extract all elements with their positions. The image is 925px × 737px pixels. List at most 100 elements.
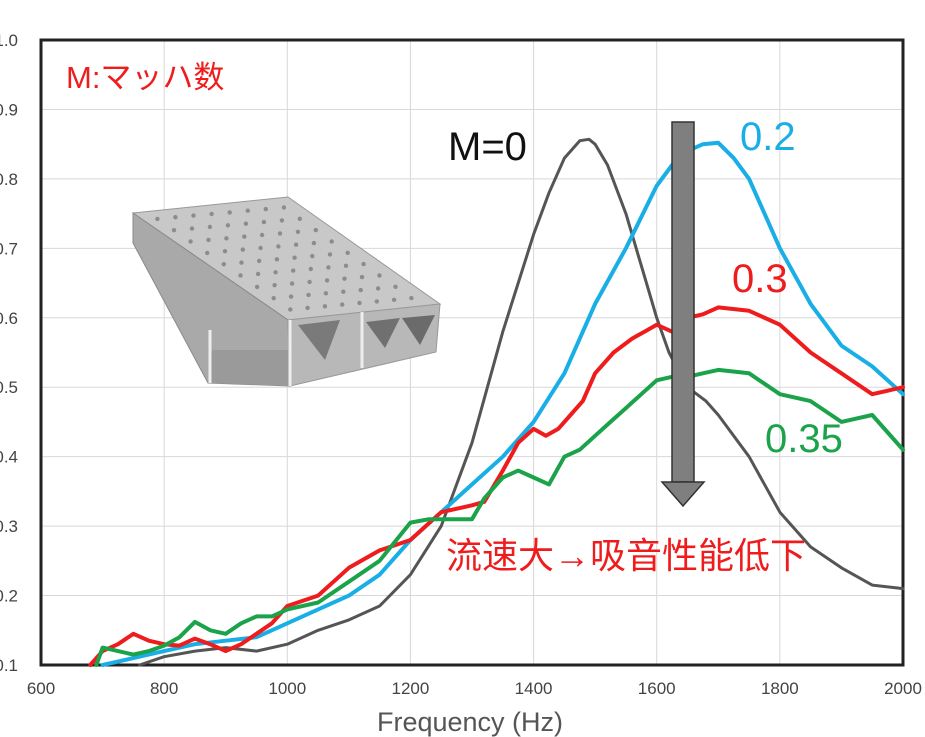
perforation-hole <box>224 236 229 241</box>
y-tick-label: 0.9 <box>0 100 18 119</box>
perforation-hole <box>274 257 280 262</box>
perforation-hole <box>293 242 299 247</box>
x-tick-label: 2000 <box>884 679 922 698</box>
perforation-hole <box>306 292 311 298</box>
y-tick-label: 0.2 <box>0 587 18 606</box>
perforation-hole <box>271 296 276 301</box>
perforation-hole <box>279 218 285 223</box>
x-tick-label: 1200 <box>392 679 430 698</box>
perforation-hole <box>297 216 302 221</box>
perforation-hole <box>341 289 346 294</box>
perforation-hole <box>342 276 347 281</box>
perforation-hole <box>327 252 333 257</box>
y-tick-label: 0.1 <box>0 656 18 675</box>
perforation-hole <box>281 205 287 210</box>
perforation-hole <box>206 237 211 243</box>
perforation-hole <box>313 227 318 233</box>
perforation-hole <box>311 240 317 246</box>
perforation-hole <box>329 239 334 244</box>
perforation-hole <box>288 307 293 312</box>
y-axis-ticks: 1.0 0.9 0.8 0.7 0.6 0.5 0.4 0.3 0.2 0.1 <box>0 31 18 675</box>
y-tick-label: 0.8 <box>0 170 18 189</box>
perforation-hole <box>277 231 283 236</box>
y-tick-label: 0.6 <box>0 309 18 328</box>
perforation-hole <box>221 262 226 267</box>
perforation-hole <box>343 263 349 268</box>
perforation-hole <box>258 245 263 251</box>
perforation-hole <box>291 268 296 273</box>
decrease-arrow <box>660 121 706 508</box>
plot-frame <box>39 38 905 667</box>
perforation-hole <box>289 281 295 286</box>
legend-title: M:マッハ数 <box>66 60 224 95</box>
perforation-hole <box>240 247 245 252</box>
perforation-hole <box>242 234 247 239</box>
perforation-hole <box>391 297 397 302</box>
perforation-hole <box>189 226 195 231</box>
perforation-hole <box>209 211 214 217</box>
perforation-hole <box>171 228 177 233</box>
y-tick-label: 0.4 <box>0 448 18 467</box>
perforation-hole <box>205 250 210 256</box>
y-tick-label: 0.7 <box>0 239 18 258</box>
perforation-hole <box>254 284 260 290</box>
perforation-hole <box>358 287 363 293</box>
perforation-hole <box>409 295 414 301</box>
x-tick-label: 1800 <box>761 679 799 698</box>
perforation-hole <box>255 271 261 277</box>
x-axis-title: Frequency (Hz) <box>377 707 563 737</box>
y-tick-label: 0.5 <box>0 378 18 397</box>
perforation-hole <box>239 260 244 265</box>
x-tick-label: 1000 <box>268 679 306 698</box>
series-label-m0: M=0 <box>448 125 527 169</box>
x-axis-ticks: 600 800 1000 1200 1400 1600 1800 2000 <box>27 679 922 698</box>
perforation-hole <box>377 273 382 278</box>
perforation-hole <box>359 274 365 280</box>
perforation-hole <box>273 270 278 275</box>
perforation-hole <box>357 300 362 306</box>
perforation-hole <box>345 250 350 255</box>
y-tick-label: 0.3 <box>0 517 18 536</box>
perforation-hole <box>263 206 268 212</box>
perforation-hole <box>259 232 265 238</box>
series-lines <box>88 137 905 667</box>
x-tick-label: 800 <box>150 679 178 698</box>
perforation-hole <box>326 265 331 270</box>
perforation-hole <box>238 273 243 278</box>
perforation-hole <box>243 221 249 226</box>
perforation-hole <box>155 216 160 222</box>
series-line-3 <box>88 305 905 667</box>
perforation-hole <box>324 278 330 283</box>
y-tick-label: 1.0 <box>0 31 18 50</box>
perforation-hole <box>292 255 297 260</box>
perforation-hole <box>191 213 196 218</box>
perforation-hole <box>374 299 379 304</box>
perforation-hole <box>393 284 398 289</box>
perforation-hole <box>188 239 193 244</box>
perforation-hole <box>340 302 345 307</box>
series-label-0-3: 0.3 <box>732 257 788 301</box>
perforation-hole <box>323 291 329 296</box>
perforation-hole <box>322 304 328 309</box>
x-tick-label: 1600 <box>638 679 676 698</box>
perforation-hole <box>276 244 281 249</box>
perforation-hole <box>308 266 313 272</box>
perforation-hole <box>245 208 250 213</box>
perforation-hole <box>288 294 294 299</box>
perforation-hole <box>207 224 213 230</box>
perforation-hole <box>261 219 267 225</box>
perforation-hole <box>375 286 381 291</box>
perforation-hole <box>257 258 262 264</box>
series-line-1 <box>138 137 905 667</box>
perforation-hole <box>173 215 178 220</box>
perforation-hole <box>310 253 315 259</box>
series-label-0-2: 0.2 <box>740 115 796 159</box>
perforation-hole <box>361 261 366 267</box>
perforation-hole <box>222 249 228 254</box>
perforation-hole <box>225 223 231 228</box>
series-label-0-35: 0.35 <box>765 417 843 461</box>
arrow-note: 流速大→吸音性能低下 <box>446 535 806 576</box>
perforation-hole <box>307 279 312 285</box>
perforation-hole <box>227 210 232 215</box>
